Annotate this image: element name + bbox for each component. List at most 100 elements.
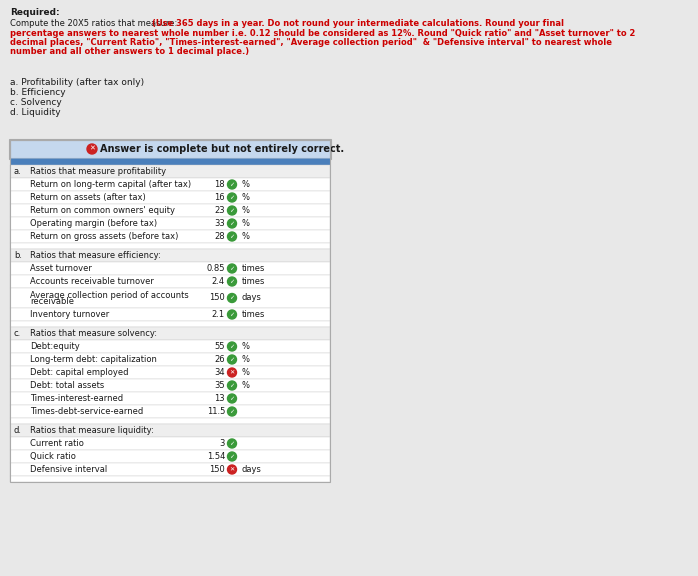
- Text: Accounts receivable turnover: Accounts receivable turnover: [30, 277, 154, 286]
- Text: 2.4: 2.4: [212, 277, 225, 286]
- Text: a. Profitability (after tax only): a. Profitability (after tax only): [10, 78, 144, 87]
- Text: Asset turnover: Asset turnover: [30, 264, 92, 273]
- Bar: [10, 140, 330, 158]
- Bar: [10, 262, 330, 275]
- Text: ✓: ✓: [230, 409, 235, 414]
- Text: 2.1: 2.1: [212, 310, 225, 319]
- Text: (Use 365 days in a year. Do not round your intermediate calculations. Round your: (Use 365 days in a year. Do not round yo…: [152, 19, 564, 28]
- Text: times: times: [242, 277, 265, 286]
- Text: ✓: ✓: [230, 344, 235, 349]
- Text: 1.54: 1.54: [207, 452, 225, 461]
- Text: times: times: [242, 310, 265, 319]
- Text: Quick ratio: Quick ratio: [30, 452, 76, 461]
- Text: Average collection period of accounts: Average collection period of accounts: [30, 290, 188, 300]
- Bar: [10, 249, 330, 262]
- Text: ✕: ✕: [89, 146, 95, 152]
- Text: 34: 34: [214, 368, 225, 377]
- Circle shape: [228, 368, 237, 377]
- Circle shape: [228, 232, 237, 241]
- Circle shape: [228, 219, 237, 228]
- Text: Operating margin (before tax): Operating margin (before tax): [30, 219, 157, 228]
- Text: Answer is complete but not entirely correct.: Answer is complete but not entirely corr…: [100, 144, 344, 154]
- Bar: [10, 158, 330, 165]
- Circle shape: [228, 465, 237, 474]
- Text: Current ratio: Current ratio: [30, 439, 84, 448]
- Text: 150: 150: [209, 465, 225, 474]
- Bar: [10, 405, 330, 418]
- Bar: [10, 165, 330, 178]
- Text: b. Efficiency: b. Efficiency: [10, 88, 66, 97]
- Text: ✓: ✓: [230, 221, 235, 226]
- Text: ✓: ✓: [230, 208, 235, 213]
- Circle shape: [228, 439, 237, 448]
- Text: ✓: ✓: [230, 441, 235, 446]
- Text: b.: b.: [14, 251, 22, 260]
- Circle shape: [228, 407, 237, 416]
- Circle shape: [87, 144, 97, 154]
- Text: %: %: [242, 355, 250, 364]
- Text: 23: 23: [214, 206, 225, 215]
- Bar: [10, 321, 330, 327]
- Text: 13: 13: [214, 394, 225, 403]
- Text: %: %: [242, 180, 250, 189]
- Bar: [10, 418, 330, 424]
- Bar: [10, 178, 330, 191]
- Text: %: %: [242, 368, 250, 377]
- Text: 28: 28: [214, 232, 225, 241]
- Text: Ratios that measure solvency:: Ratios that measure solvency:: [30, 329, 157, 338]
- Text: 55: 55: [214, 342, 225, 351]
- Bar: [10, 308, 330, 321]
- Text: Debt: capital employed: Debt: capital employed: [30, 368, 128, 377]
- Text: %: %: [242, 193, 250, 202]
- Circle shape: [228, 206, 237, 215]
- Circle shape: [228, 294, 237, 302]
- Bar: [10, 230, 330, 243]
- Bar: [10, 191, 330, 204]
- Bar: [10, 476, 330, 482]
- Bar: [10, 340, 330, 353]
- Text: Times-interest-earned: Times-interest-earned: [30, 394, 123, 403]
- Bar: [10, 379, 330, 392]
- Text: 16: 16: [214, 193, 225, 202]
- Text: 18: 18: [214, 180, 225, 189]
- Bar: [10, 204, 330, 217]
- Text: Ratios that measure liquidity:: Ratios that measure liquidity:: [30, 426, 154, 435]
- Bar: [9, 139, 331, 159]
- Text: Return on assets (after tax): Return on assets (after tax): [30, 193, 146, 202]
- Text: %: %: [242, 342, 250, 351]
- Text: %: %: [242, 219, 250, 228]
- Text: %: %: [242, 232, 250, 241]
- Text: 0.85: 0.85: [207, 264, 225, 273]
- Bar: [10, 217, 330, 230]
- Bar: [10, 288, 330, 308]
- Text: ✓: ✓: [230, 279, 235, 284]
- Circle shape: [228, 381, 237, 390]
- Bar: [10, 437, 330, 450]
- Text: ✓: ✓: [230, 195, 235, 200]
- Bar: [10, 243, 330, 249]
- Circle shape: [228, 310, 237, 319]
- Text: c.: c.: [14, 329, 21, 338]
- Text: 150: 150: [209, 294, 225, 302]
- Text: a.: a.: [14, 167, 22, 176]
- Text: ✓: ✓: [230, 383, 235, 388]
- Text: %: %: [242, 381, 250, 390]
- Text: Return on long-term capital (after tax): Return on long-term capital (after tax): [30, 180, 191, 189]
- Text: ✕: ✕: [230, 370, 235, 375]
- Text: days: days: [242, 294, 262, 302]
- Text: d. Liquidity: d. Liquidity: [10, 108, 61, 117]
- Bar: [10, 140, 330, 482]
- Text: Defensive interval: Defensive interval: [30, 465, 107, 474]
- Text: 35: 35: [214, 381, 225, 390]
- Bar: [10, 463, 330, 476]
- Text: Compute the 20X5 ratios that measure:: Compute the 20X5 ratios that measure:: [10, 19, 180, 28]
- Text: Return on common owners' equity: Return on common owners' equity: [30, 206, 175, 215]
- Text: ✓: ✓: [230, 454, 235, 459]
- Circle shape: [228, 193, 237, 202]
- Text: Times-debt-service-earned: Times-debt-service-earned: [30, 407, 143, 416]
- Text: ✓: ✓: [230, 266, 235, 271]
- Text: ✓: ✓: [230, 182, 235, 187]
- Text: times: times: [242, 264, 265, 273]
- Text: Debt: total assets: Debt: total assets: [30, 381, 104, 390]
- Text: Ratios that measure efficiency:: Ratios that measure efficiency:: [30, 251, 161, 260]
